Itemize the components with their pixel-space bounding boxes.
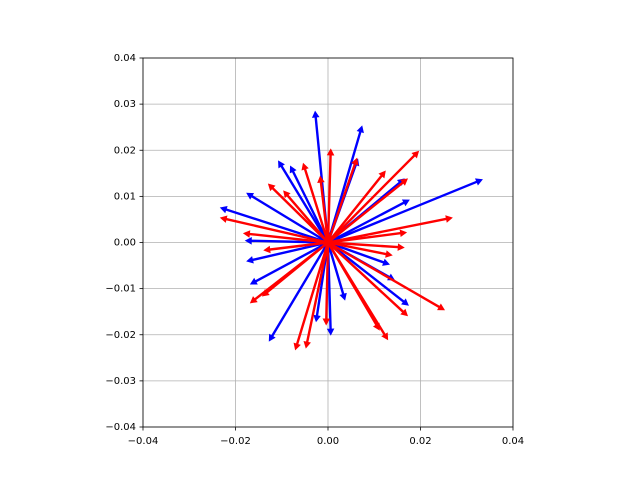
arrow bbox=[263, 241, 329, 254]
arrow bbox=[268, 241, 330, 342]
arrow bbox=[327, 241, 405, 251]
arrow bbox=[261, 241, 329, 297]
arrow bbox=[327, 241, 409, 317]
y-tick-label: 0.03 bbox=[114, 99, 136, 110]
arrow bbox=[327, 241, 446, 311]
arrow bbox=[327, 178, 483, 244]
arrow bbox=[244, 237, 329, 245]
arrow bbox=[327, 241, 409, 306]
x-tick-label: 0.04 bbox=[502, 436, 524, 447]
arrow bbox=[293, 242, 330, 351]
arrow bbox=[327, 199, 410, 244]
arrow bbox=[289, 165, 330, 244]
x-tick-label: 0.02 bbox=[409, 436, 431, 447]
x-tick-label: 0.00 bbox=[317, 436, 339, 447]
y-tick-label: −0.04 bbox=[105, 422, 136, 433]
arrow bbox=[327, 215, 453, 244]
arrow bbox=[283, 190, 329, 244]
arrow bbox=[327, 170, 386, 244]
arrow bbox=[219, 215, 329, 244]
y-tick-label: −0.02 bbox=[105, 330, 136, 341]
arrow bbox=[327, 241, 390, 266]
arrow bbox=[267, 183, 329, 244]
axes-frame bbox=[142, 57, 514, 428]
arrow bbox=[242, 230, 329, 244]
arrow bbox=[327, 150, 420, 244]
y-tick-label: 0.00 bbox=[114, 238, 136, 249]
arrow bbox=[219, 205, 329, 244]
y-tick-label: 0.01 bbox=[114, 191, 136, 202]
arrow bbox=[326, 242, 347, 301]
arrow bbox=[317, 175, 330, 243]
y-tick-label: 0.02 bbox=[114, 145, 136, 156]
arrow bbox=[301, 162, 330, 243]
x-tick-label: −0.04 bbox=[128, 436, 159, 447]
y-tick-label: 0.04 bbox=[114, 53, 136, 64]
y-tick-label: −0.03 bbox=[105, 376, 136, 387]
arrow bbox=[249, 241, 329, 285]
arrow bbox=[326, 157, 359, 243]
arrow bbox=[246, 192, 329, 244]
arrow bbox=[322, 242, 331, 326]
arrow bbox=[326, 241, 380, 331]
arrow bbox=[278, 160, 330, 244]
arrow bbox=[326, 148, 335, 243]
y-tick-label: −0.01 bbox=[105, 284, 136, 295]
arrow bbox=[327, 178, 409, 244]
arrow bbox=[246, 241, 329, 264]
arrow bbox=[326, 125, 364, 243]
arrow bbox=[303, 242, 330, 349]
x-tick-label: −0.02 bbox=[220, 436, 251, 447]
arrow bbox=[327, 241, 393, 258]
arrow bbox=[327, 229, 408, 244]
arrow bbox=[313, 242, 330, 323]
